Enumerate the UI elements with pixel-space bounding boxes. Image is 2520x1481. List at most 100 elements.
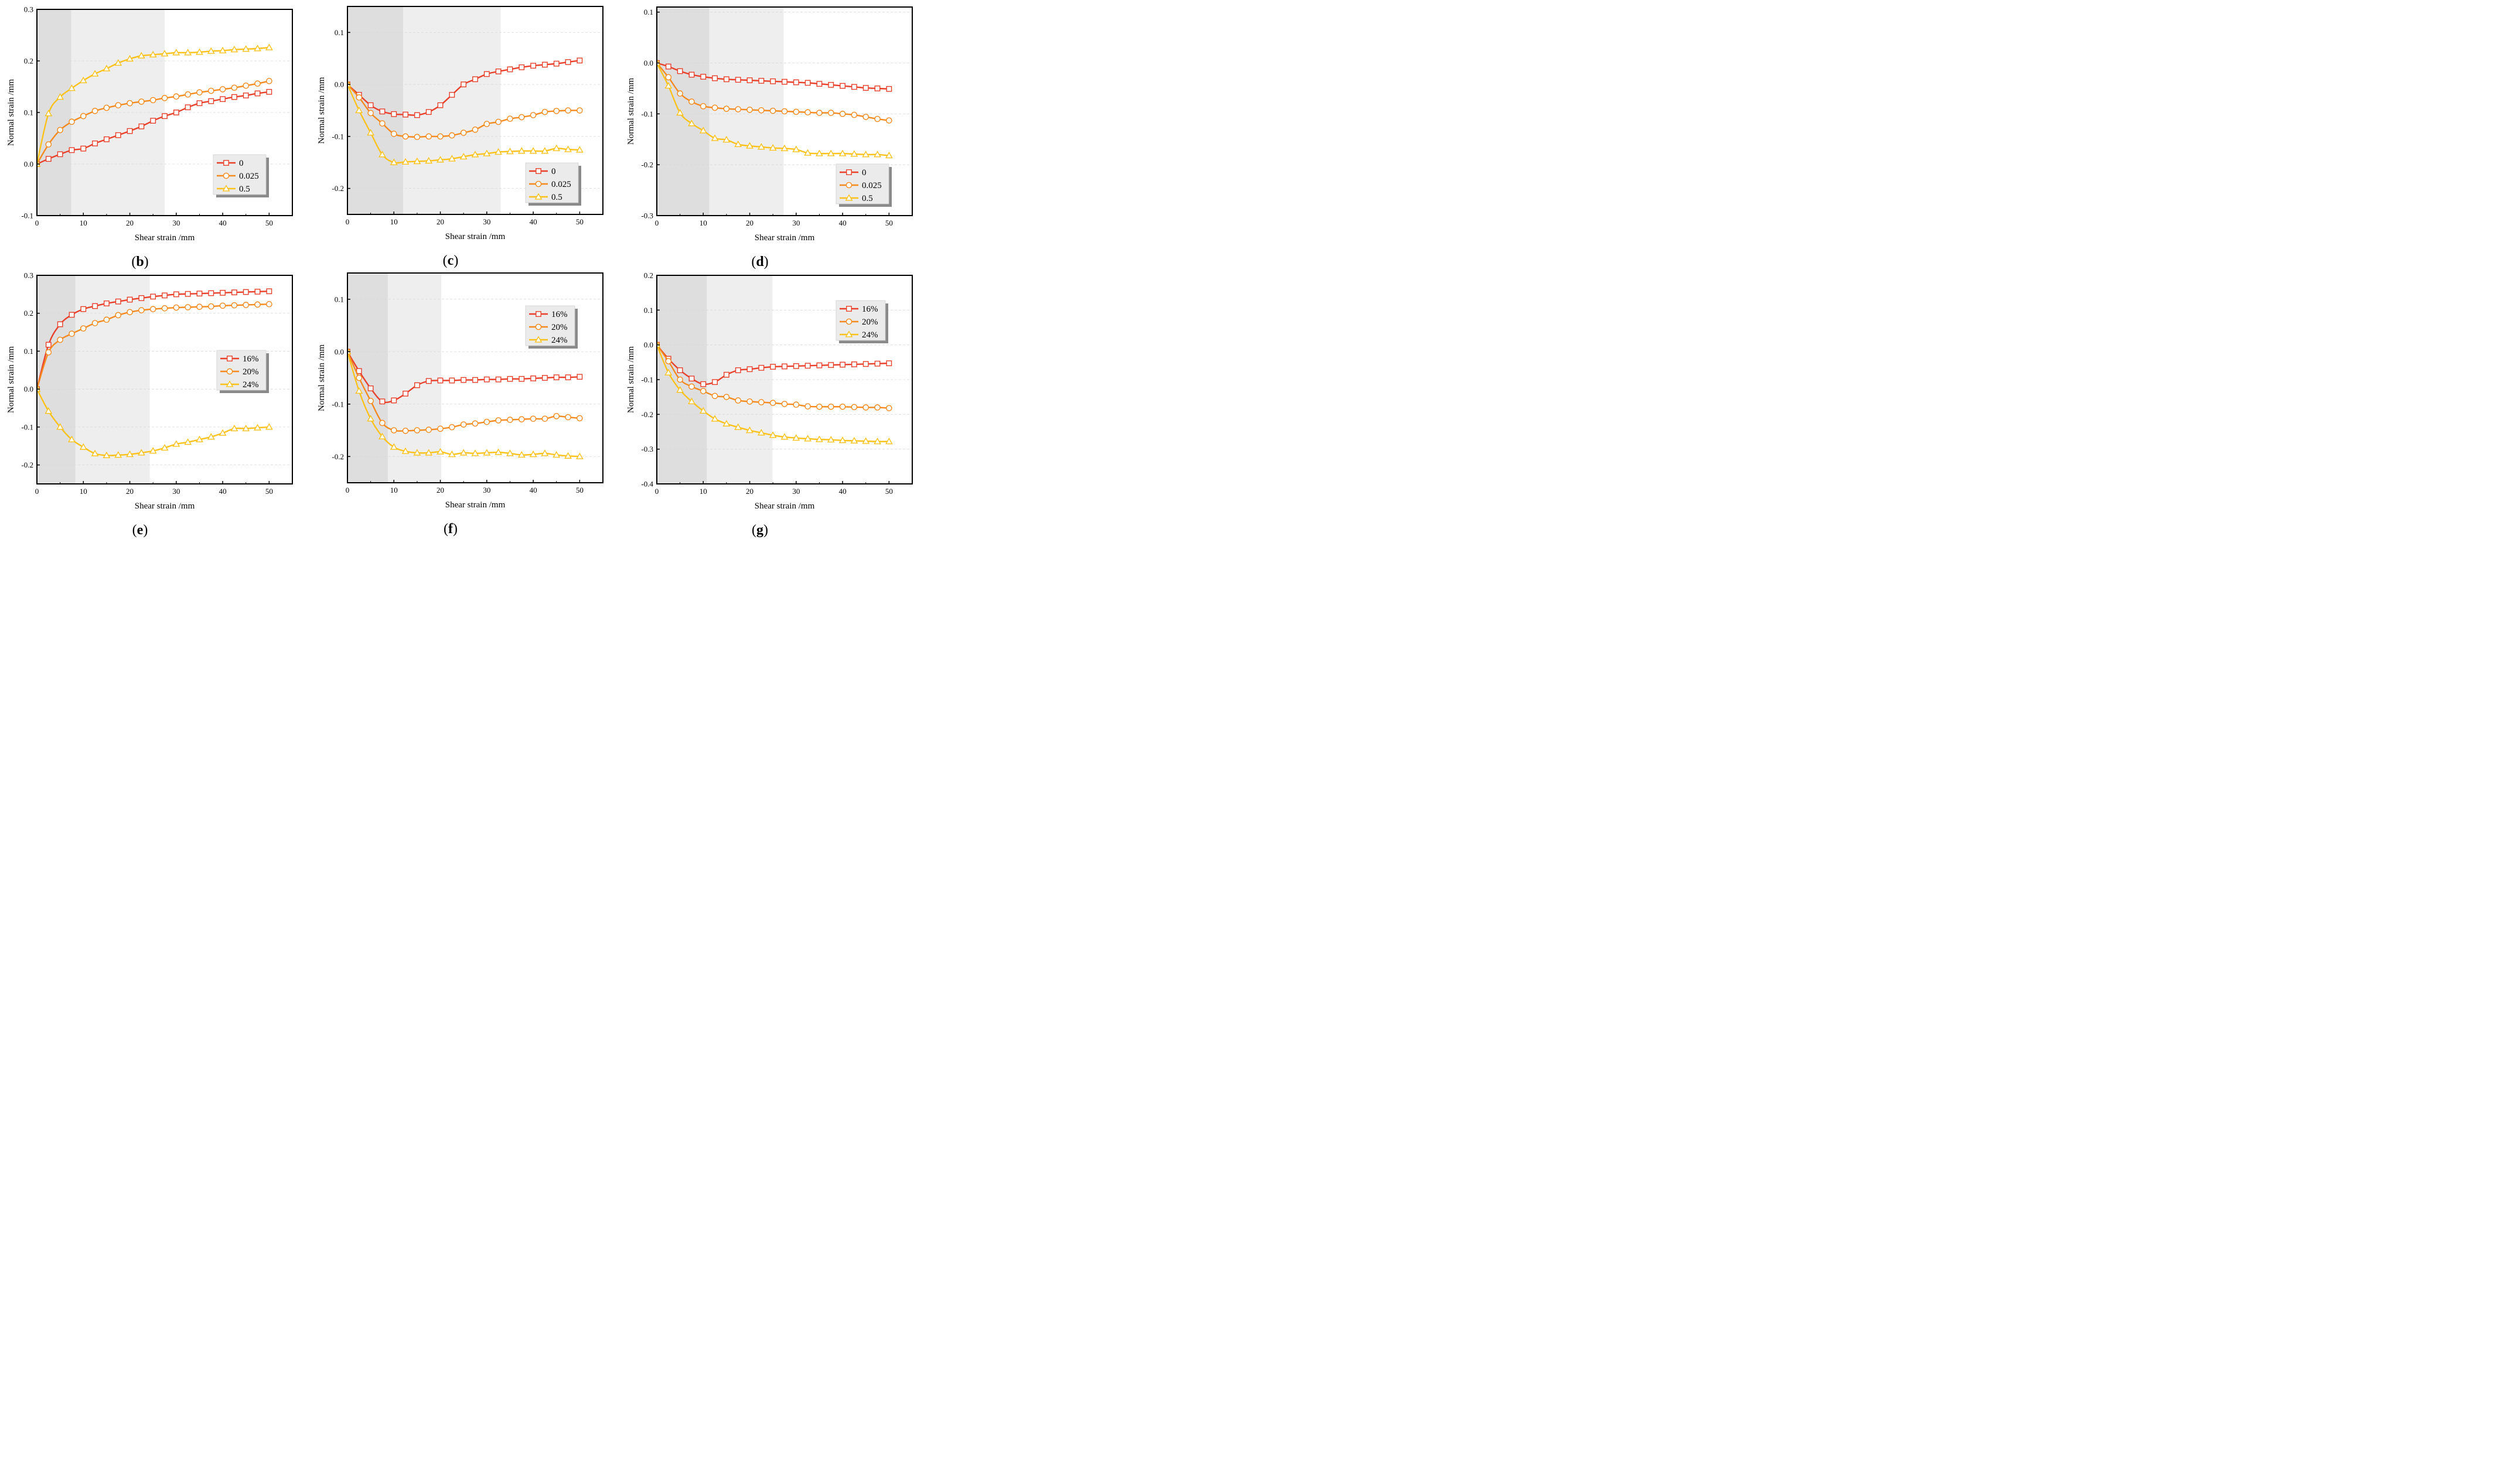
y-tick-label: 0.1	[335, 295, 344, 303]
data-point	[862, 437, 870, 444]
data-point	[851, 361, 857, 367]
data-point	[461, 81, 467, 88]
x-tick-label: 0	[35, 219, 39, 227]
data-point	[390, 443, 398, 450]
data-point	[45, 110, 53, 117]
legend-marker	[223, 160, 229, 166]
x-tick-label: 40	[839, 219, 847, 227]
data-point	[886, 86, 892, 92]
data-point	[472, 127, 479, 133]
data-point	[207, 87, 214, 94]
legend-marker	[846, 306, 852, 312]
data-point	[243, 289, 249, 295]
data-point	[355, 106, 363, 114]
chart-panel-c: 0 10 20 30 40 50 -0.2 -0.1 0.0 0.1 Shear strain /m…	[317, 6, 603, 268]
data-point	[254, 80, 261, 87]
legend-marker	[226, 368, 233, 375]
data-point	[265, 423, 273, 430]
data-point	[780, 144, 789, 151]
data-point	[367, 102, 374, 108]
legend-marker	[535, 180, 542, 187]
x-tick-label: 40	[219, 487, 227, 496]
y-tick-label: 0.0	[24, 160, 33, 169]
data-point	[92, 303, 98, 309]
data-point	[862, 361, 869, 367]
data-point	[391, 111, 397, 117]
y-tick-label: 0.1	[335, 28, 344, 37]
legend: 0 0.025 0.5	[525, 162, 581, 206]
data-point	[699, 407, 707, 414]
data-point	[665, 74, 672, 81]
x-tick-label: 0	[346, 486, 350, 494]
data-point	[746, 77, 753, 83]
y-tick-label: 0.0	[24, 385, 33, 394]
data-point	[804, 435, 812, 442]
data-point	[542, 62, 548, 68]
data-point	[495, 69, 502, 74]
legend-entry-label: 20%	[551, 323, 568, 332]
data-point	[243, 93, 249, 98]
data-point	[208, 290, 214, 296]
legend-marker	[536, 311, 541, 317]
data-point	[850, 150, 858, 157]
data-point	[724, 76, 729, 83]
data-point	[161, 443, 169, 451]
data-point	[529, 147, 537, 154]
legend-entry-label: 20%	[862, 318, 878, 327]
data-point	[390, 158, 398, 165]
data-point	[196, 303, 203, 310]
x-axis-title: Shear strain /mm	[755, 501, 815, 511]
data-point	[495, 148, 503, 155]
data-point	[414, 112, 420, 118]
data-point	[699, 127, 707, 134]
data-point	[231, 84, 238, 91]
data-point	[665, 63, 671, 70]
data-point	[138, 123, 145, 129]
data-point	[565, 374, 571, 381]
data-point	[367, 415, 375, 422]
data-point	[242, 424, 250, 432]
data-point	[196, 100, 203, 107]
data-point	[700, 388, 707, 394]
data-point	[115, 298, 121, 305]
data-point	[577, 107, 583, 114]
data-point	[816, 110, 823, 116]
y-tick-label: -0.1	[641, 376, 653, 384]
data-point	[104, 300, 110, 306]
data-point	[471, 449, 479, 456]
legend-marker	[223, 172, 230, 179]
data-point	[57, 321, 63, 327]
data-point	[425, 378, 432, 384]
data-point	[517, 147, 526, 154]
data-point	[185, 91, 191, 98]
x-tick-label: 10	[80, 487, 87, 496]
x-tick-label: 50	[576, 486, 584, 494]
legend-entry-label: 0.5	[862, 194, 873, 203]
data-point	[793, 363, 799, 369]
data-point	[378, 432, 386, 439]
data-point	[874, 115, 881, 122]
data-point	[688, 98, 695, 105]
data-point	[553, 413, 560, 419]
data-point	[91, 320, 98, 326]
data-point	[220, 96, 226, 103]
x-axis-title: Shear strain /mm	[135, 233, 195, 243]
chart-panel-f: 0 10 20 30 40 50 -0.2 -0.1 0.0 0.1 Shear strain /m…	[317, 272, 603, 537]
data-point	[862, 151, 870, 158]
data-point	[161, 50, 169, 57]
series-layer	[657, 59, 893, 159]
data-point	[700, 381, 707, 387]
data-point	[575, 452, 584, 459]
data-point	[92, 140, 98, 146]
x-tick-label: 0	[346, 217, 350, 226]
data-point	[126, 54, 134, 62]
data-point	[266, 301, 272, 308]
legend-marker	[845, 330, 853, 337]
data-point	[519, 376, 525, 382]
data-point	[735, 367, 741, 373]
data-point	[69, 312, 75, 318]
data-point	[676, 386, 684, 393]
data-point	[355, 387, 363, 394]
data-point	[688, 383, 695, 390]
x-tick-label: 30	[172, 487, 180, 496]
